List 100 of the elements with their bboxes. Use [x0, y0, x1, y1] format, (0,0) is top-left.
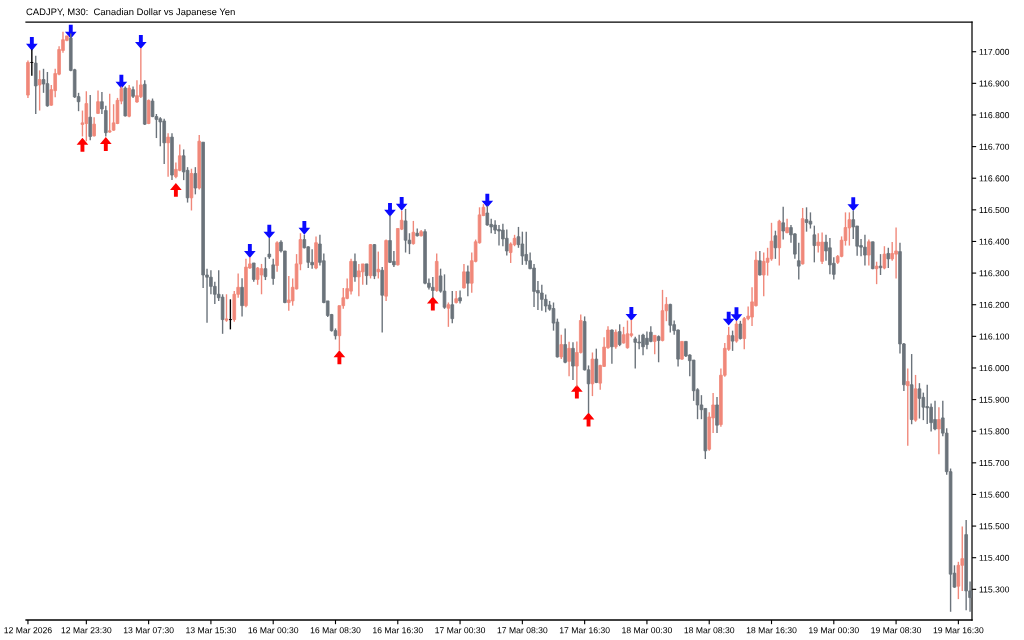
- candlestick: [614, 328, 618, 350]
- y-tick-label: 115.400: [979, 554, 1010, 561]
- y-tick-label: 116.500: [979, 206, 1010, 214]
- candlestick: [37, 69, 42, 112]
- candlestick: [758, 250, 762, 277]
- point: [170, 182, 182, 197]
- point: [625, 306, 638, 321]
- point: [426, 296, 439, 311]
- candlestick: [263, 256, 268, 281]
- x-tick-label: 17 Mar 08:30: [497, 627, 548, 634]
- candlestick: [275, 240, 279, 273]
- candlestick: [571, 341, 575, 381]
- candlestick: [734, 320, 739, 344]
- x-tick-label: 16 Mar 00:30: [248, 627, 299, 634]
- candlestick: [633, 335, 638, 370]
- x-tick-label: 12 Mar 2026: [4, 627, 52, 634]
- chart-title: CADJPY, M30: Canadian Dollar vs Japanese Yen: [26, 8, 235, 18]
- candlestick: [730, 329, 735, 352]
- point: [115, 74, 128, 89]
- y-tick-label: 116.000: [979, 365, 1010, 372]
- point: [135, 34, 147, 49]
- x-tick-label: 19 Mar 08:30: [871, 627, 922, 634]
- candlestick: [388, 214, 392, 264]
- candlestick: [956, 561, 961, 600]
- candlestick: [45, 71, 50, 108]
- y-tick-label: 117.000: [979, 48, 1010, 55]
- y-tick-label: 116.300: [979, 270, 1010, 277]
- candlestick: [505, 228, 509, 257]
- x-tick-label: 19 Mar 16:30: [933, 627, 984, 634]
- candlestick: [610, 328, 614, 365]
- candlestick: [357, 263, 361, 297]
- candlestick: [847, 211, 852, 247]
- candlestick: [863, 234, 867, 267]
- candlestick: [680, 340, 684, 361]
- point: [481, 193, 494, 208]
- y-tick-label: 115.500: [979, 523, 1010, 530]
- candlestick: [224, 293, 229, 323]
- candlestick: [874, 261, 879, 285]
- candlestick: [403, 208, 408, 254]
- candlestick: [820, 231, 824, 265]
- candlestick: [111, 103, 116, 132]
- candlestick: [540, 284, 544, 312]
- candlestick: [532, 263, 536, 308]
- point: [244, 244, 256, 258]
- candlestick: [442, 273, 447, 310]
- candlestick: [652, 334, 657, 356]
- candlestick: [878, 253, 883, 276]
- point: [76, 137, 89, 152]
- x-tick-label: 17 Mar 00:30: [435, 627, 486, 634]
- candlestick: [761, 251, 766, 297]
- candlestick: [251, 262, 256, 283]
- candlestick: [905, 367, 910, 447]
- candlestick: [485, 205, 490, 227]
- y-tick-label: 116.200: [979, 301, 1010, 308]
- candlestick: [462, 263, 466, 290]
- candlestick: [625, 319, 630, 350]
- point: [298, 220, 311, 235]
- candlestick: [158, 116, 163, 147]
- point: [730, 307, 743, 322]
- y-tick-label: 116.900: [979, 80, 1010, 87]
- y-tick-label: 116.800: [979, 112, 1010, 119]
- y-tick-label: 116.700: [979, 143, 1010, 150]
- point: [722, 311, 735, 326]
- candlestick: [559, 334, 564, 360]
- candlestick: [594, 347, 599, 384]
- candlestick: [220, 293, 225, 335]
- x-tick-label: 13 Mar 15:30: [186, 627, 236, 634]
- candlestick: [715, 396, 719, 434]
- point: [26, 36, 38, 51]
- candlestick: [353, 252, 357, 283]
- candlestick: [886, 247, 891, 269]
- candlestick: [107, 93, 112, 134]
- x-tick-label: 18 Mar 08:30: [684, 627, 735, 634]
- candlestick: [431, 276, 435, 299]
- candlestick: [193, 166, 198, 196]
- point: [847, 197, 860, 212]
- candlestick: [33, 55, 38, 115]
- point: [333, 350, 346, 365]
- point: [582, 412, 595, 427]
- candlestick: [166, 132, 170, 178]
- x-tick-label: 16 Mar 08:30: [310, 627, 361, 634]
- candlestick: [894, 226, 898, 280]
- candlestick: [520, 230, 525, 266]
- y-tick-label: 115.700: [979, 459, 1010, 467]
- candlestick: [271, 258, 275, 286]
- point: [384, 202, 396, 217]
- candlestick: [567, 341, 571, 377]
- y-tick-label: 115.900: [979, 396, 1010, 403]
- candlestick: [563, 327, 567, 364]
- candlestick: [497, 224, 501, 247]
- x-tick-label: 16 Mar 16:30: [373, 627, 423, 634]
- x-tick-label: 19 Mar 00:30: [809, 627, 859, 634]
- candlestick: [828, 237, 832, 276]
- candlestick: [310, 248, 314, 270]
- candlestick: [446, 301, 451, 328]
- candlestick: [287, 275, 291, 312]
- candlestick: [804, 206, 809, 233]
- candlestick: [162, 118, 166, 165]
- y-tick-label: 115.600: [979, 491, 1010, 498]
- point: [99, 137, 112, 152]
